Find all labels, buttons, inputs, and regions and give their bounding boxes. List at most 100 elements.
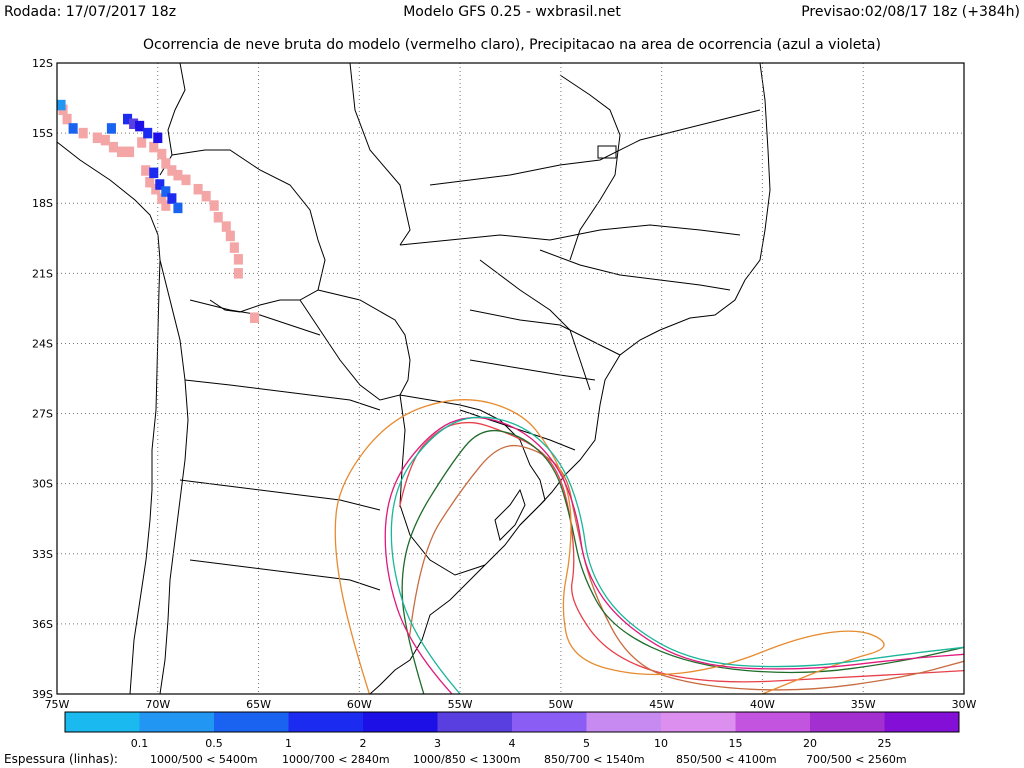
colorbar-tick-label: 10 — [654, 737, 668, 750]
legend-1000-850: 1000/850 < 1300m — [413, 753, 521, 766]
border-brazil-states-4 — [349, 63, 411, 246]
snow-cell — [173, 169, 183, 181]
run-label: Rodada: 17/07/2017 18z — [4, 4, 177, 20]
legend-1000-500: 1000/500 < 5400m — [150, 753, 258, 766]
snow-cell — [209, 200, 219, 211]
lat-tick-label: 27S — [32, 408, 53, 421]
snow-cell — [141, 165, 151, 176]
lat-tick-label: 21S — [32, 267, 53, 280]
border-paraguay — [299, 289, 411, 401]
thickness-contour-line — [384, 416, 964, 694]
precip-cell — [167, 193, 177, 204]
snow-cell — [201, 190, 211, 202]
lat-tick-label: 18S — [32, 197, 53, 210]
snow-cell — [92, 132, 102, 144]
snow-cell — [100, 134, 110, 146]
map-frame — [56, 62, 965, 695]
federal-district — [597, 145, 617, 159]
snow-cell — [161, 158, 171, 169]
precip-cell — [155, 179, 165, 190]
snow-cell — [137, 137, 147, 148]
lon-tick-label: 55W — [448, 698, 473, 711]
colorbar-tick-label: 5 — [583, 737, 590, 750]
lat-tick-label: 39S — [32, 688, 53, 701]
colorbar-tick-label: 0.1 — [131, 737, 149, 750]
snow-cell — [149, 141, 159, 153]
thickness-contours — [334, 399, 964, 694]
border-argentina-provinces-4 — [189, 559, 381, 591]
legend-850-700: 850/700 < 1540m — [544, 753, 645, 766]
thickness-contour-line — [401, 429, 964, 694]
lat-tick-label: 30S — [32, 478, 53, 491]
atlantic-coastline — [369, 63, 771, 694]
colorbar-swatch — [363, 712, 438, 732]
snow-cell — [233, 268, 243, 279]
lon-tick-label: 50W — [548, 698, 573, 711]
lon-tick-label: 45W — [649, 698, 674, 711]
lon-tick-label: 40W — [750, 698, 775, 711]
border-uruguay-argentina — [399, 394, 486, 576]
colorbar-swatch — [735, 712, 810, 732]
lon-tick-label: 65W — [246, 698, 271, 711]
lat-tick-label: 33S — [32, 548, 53, 561]
lat-tick-label: 36S — [32, 618, 53, 631]
precip-cell — [135, 120, 145, 132]
snow-cell — [157, 148, 167, 160]
colorbar-swatch — [65, 712, 140, 732]
colorbar-tick-label: 1 — [285, 737, 292, 750]
colorbar-swatch — [810, 712, 885, 732]
snow-cell — [125, 146, 135, 158]
colorbar-tick-label: 2 — [360, 737, 367, 750]
border-brazil-states-6 — [469, 309, 621, 356]
legend-1000-700: 1000/700 < 2840m — [282, 753, 390, 766]
snow-cell — [213, 211, 223, 223]
precip-cell — [123, 113, 133, 125]
snow-cell — [193, 183, 203, 195]
border-pr-sc — [469, 359, 596, 381]
snow-cell — [78, 127, 88, 139]
border-brazil-states-3 — [479, 259, 591, 391]
precip-cell — [153, 132, 163, 144]
lon-tick-label: 30W — [952, 698, 977, 711]
thickness-legend-title: Espessura (linhas): — [4, 752, 118, 766]
border-argentina-provinces-1 — [189, 299, 321, 336]
thickness-contour-line — [334, 399, 885, 694]
snow-cell — [116, 146, 127, 158]
colorbar-tick-label: 15 — [729, 737, 743, 750]
border-mg-sp — [539, 249, 731, 291]
border-brazil-states-1 — [399, 224, 741, 246]
colorbar-tick-label: 20 — [803, 737, 817, 750]
snow-cell — [233, 254, 243, 265]
colorbar-tick-label: 0.5 — [205, 737, 223, 750]
map-plot-area — [57, 63, 964, 694]
snow-cell — [225, 230, 235, 242]
thickness-contour-line — [390, 416, 964, 694]
precip-cell — [68, 123, 78, 134]
colorbar-tick-label: 3 — [434, 737, 441, 750]
lon-tick-label: 35W — [851, 698, 876, 711]
model-title: Modelo GFS 0.25 - wxbrasil.net — [403, 4, 621, 20]
chart-subtitle: Ocorrencia de neve bruta do modelo (verm… — [143, 37, 881, 53]
lat-tick-label: 24S — [32, 337, 53, 350]
snow-cell — [221, 221, 231, 232]
precip-cell — [161, 186, 171, 197]
colorbar-swatch — [884, 712, 959, 732]
precip-cell — [143, 127, 153, 139]
lon-tick-label: 70W — [145, 698, 170, 711]
precip-layer — [57, 99, 183, 214]
snow-cell — [145, 176, 155, 188]
legend-700-500: 700/500 < 2560m — [806, 753, 907, 766]
border-bolivia — [171, 149, 326, 313]
border-brazil-states-2 — [429, 109, 761, 186]
precip-cell — [57, 99, 66, 111]
snow-cell — [161, 200, 171, 211]
lagoa-dos-patos — [494, 488, 526, 541]
colorbar-tick-labels: 0.1 0.5 1 2 3 4 5 10 15 20 25 — [131, 737, 892, 750]
colorbar-swatch — [661, 712, 736, 732]
colorbar-swatch — [437, 712, 512, 732]
border-brazil-states-5 — [559, 74, 621, 261]
colorbar-swatch — [214, 712, 289, 732]
legend-850-500: 850/500 < 4100m — [676, 753, 777, 766]
snow-cell — [181, 174, 191, 186]
